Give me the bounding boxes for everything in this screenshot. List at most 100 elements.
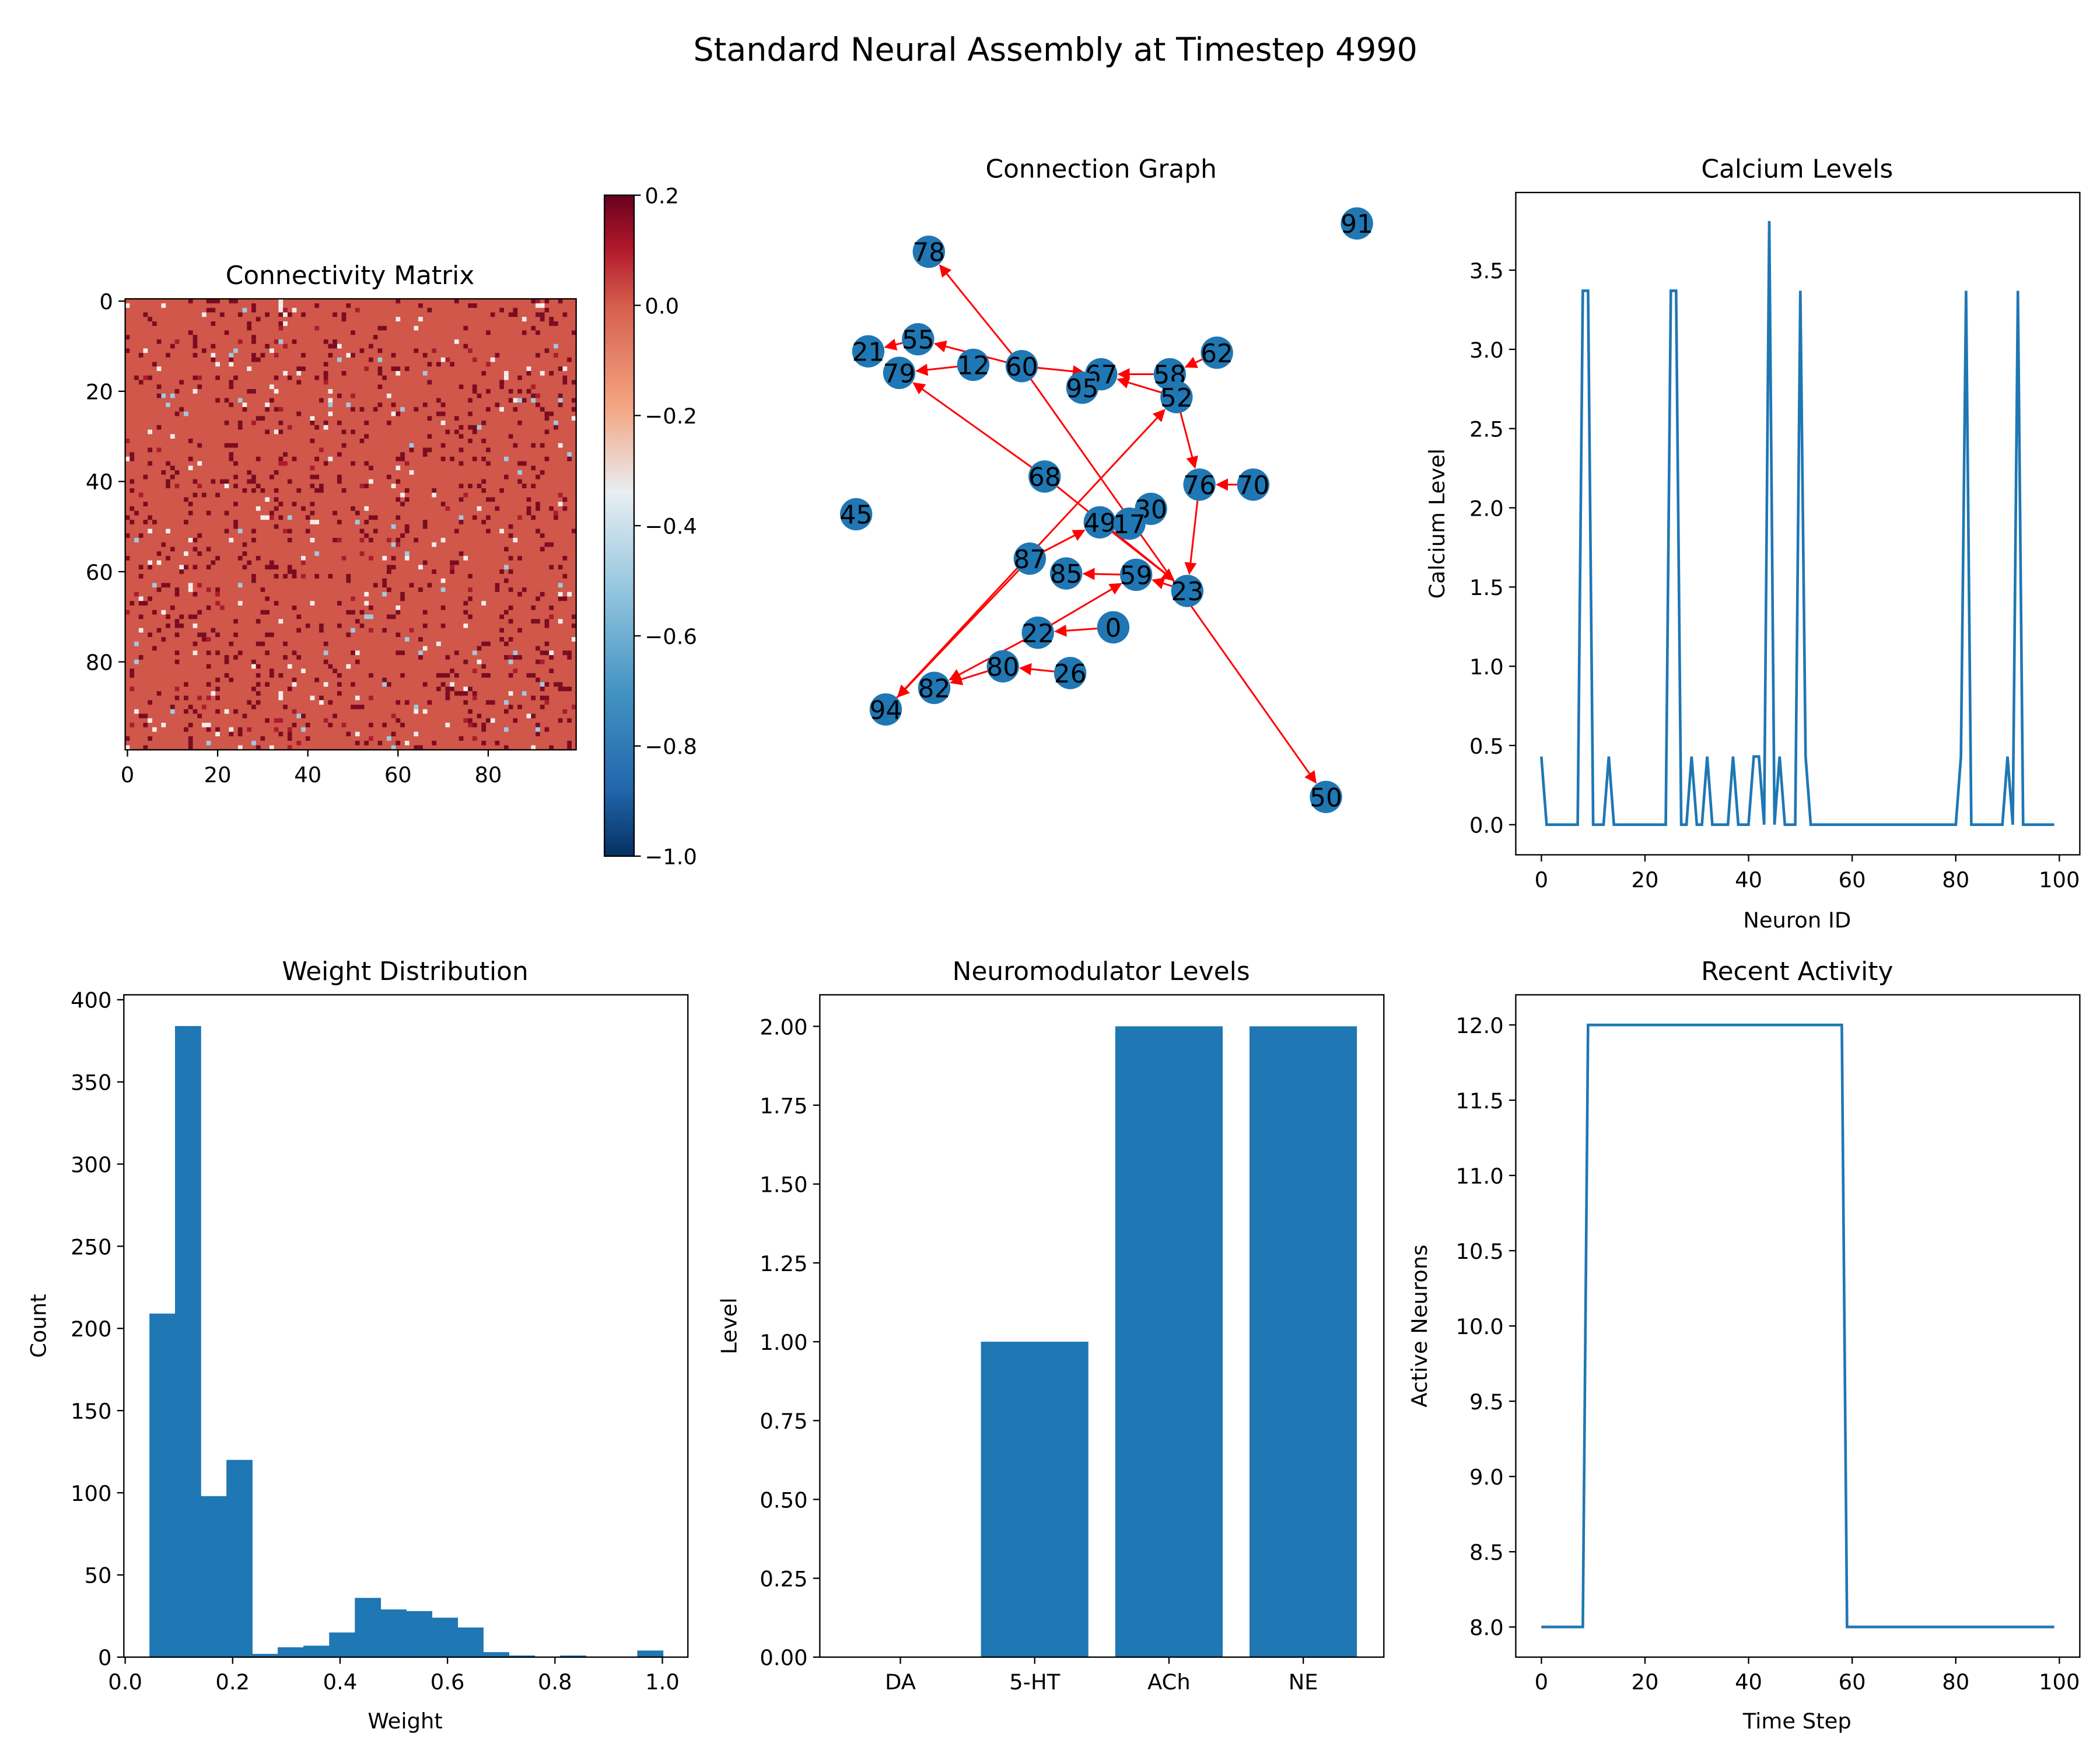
heatmap-cell	[432, 348, 437, 354]
heatmap-cell	[549, 668, 554, 673]
heatmap-cell	[188, 456, 193, 461]
heatmap-cell	[188, 587, 193, 592]
heatmap-cell	[540, 592, 545, 597]
heatmap-cell	[242, 542, 247, 547]
heatmap-cell	[174, 687, 180, 691]
colorbar-ticks: 0.2 0.0 −0.2 −0.4 −0.6 −0.8 −1.0	[634, 183, 697, 870]
heatmap-cell	[490, 718, 495, 723]
heatmap-cell	[440, 502, 446, 506]
heatmap-cell	[125, 335, 130, 340]
heatmap-cell	[274, 601, 279, 606]
heatmap-cell	[396, 740, 401, 746]
heatmap-cell	[422, 447, 428, 453]
heatmap-cell	[391, 411, 396, 416]
heatmap-cell	[328, 398, 333, 403]
heatmap-cell	[328, 573, 333, 579]
heatmap-cell	[323, 421, 328, 425]
heatmap-cell	[440, 587, 446, 592]
activity-xlabel: Time Step	[1742, 1709, 1852, 1734]
heatmap-cell	[369, 736, 373, 741]
heatmap-cell	[544, 641, 550, 646]
heatmap-cell	[192, 492, 198, 498]
heatmap-cell	[237, 425, 243, 430]
heatmap-cell	[265, 596, 270, 601]
heatmap-cell	[571, 380, 576, 385]
heatmap-cell	[549, 606, 554, 610]
heatmap-cell	[536, 723, 540, 727]
heatmap-cell	[130, 488, 135, 493]
calcium-title: Calcium Levels	[1701, 155, 1893, 184]
heatmap-cell	[256, 664, 261, 669]
heatmap-cell	[148, 718, 152, 723]
heatmap-cell	[296, 655, 302, 660]
heatmap-cell	[323, 362, 328, 367]
graph-edge-59-85	[1082, 568, 1121, 580]
heatmap-cell	[540, 659, 545, 664]
heatmap-cell	[314, 425, 320, 430]
heatmap-cell	[364, 614, 369, 620]
heatmap-cell	[274, 497, 279, 502]
heatmap-cell	[508, 555, 513, 561]
heatmap-cell	[477, 659, 482, 664]
heatmap-cell	[454, 416, 459, 421]
heatmap-cell	[265, 682, 270, 687]
heatmap-cell	[278, 429, 284, 435]
heatmap-cell	[237, 745, 243, 750]
heatmap-cell	[440, 606, 446, 610]
heatmap-cell	[382, 682, 387, 687]
heatmap-cell	[251, 479, 256, 484]
heatmap-cell	[540, 687, 545, 691]
heatmap-cell	[346, 402, 351, 407]
heatmap-cell	[161, 583, 166, 588]
heatmap-cell	[274, 524, 279, 529]
heatmap-cell	[391, 732, 396, 737]
graph-node-95	[1066, 371, 1099, 404]
heatmap-cell	[301, 560, 306, 565]
heatmap-cell	[391, 524, 396, 529]
heatmap-cell	[468, 303, 473, 308]
heatmap-cell	[513, 307, 518, 313]
heatmap-cell	[197, 484, 202, 488]
heatmap-cell	[328, 411, 333, 416]
heatmap-cell	[373, 515, 378, 520]
heatmap-cell	[531, 673, 536, 678]
heatmap-cell	[229, 362, 234, 367]
heatmap-cell	[486, 447, 491, 453]
graph-edge-60-50	[1030, 379, 1317, 784]
heatmap-cell	[554, 321, 558, 326]
heatmap-cell	[323, 425, 328, 430]
activity-ytick-label: 9.0	[1469, 1465, 1504, 1490]
heatmap-cell	[215, 398, 220, 403]
heatmap-cell	[337, 474, 342, 480]
heatmap-cell	[211, 353, 216, 358]
heatmap-cell	[536, 312, 540, 317]
heatmap-cell	[427, 362, 432, 367]
heatmap-cell	[138, 655, 144, 660]
heatmap-cell	[156, 587, 162, 592]
heatmap-cell	[224, 330, 229, 335]
graph-node-label-59: 59	[1120, 561, 1153, 591]
heatmap-cell	[355, 650, 360, 656]
heatmap-cell	[287, 569, 292, 574]
heatmap-cell	[377, 366, 383, 371]
heatmap-cell	[400, 456, 405, 461]
heatmap-cell	[558, 402, 563, 407]
heatmap-cell	[274, 727, 279, 732]
heatmap-cell	[233, 484, 238, 488]
activity-xtick-label: 80	[1942, 1670, 1969, 1695]
heatmap-cell	[567, 745, 572, 750]
graph-title: Connection Graph	[986, 155, 1217, 184]
heatmap-cell	[359, 551, 365, 556]
heatmap-cell	[283, 461, 288, 466]
heatmap-cell	[125, 745, 130, 750]
activity-frame	[1515, 994, 2081, 1658]
heatmap-cell	[296, 713, 302, 719]
heatmap-cell	[211, 299, 216, 304]
heatmap-cell	[188, 466, 193, 471]
heatmap-cell	[251, 357, 256, 362]
heatmap-cell	[314, 520, 320, 524]
heatmap-cell	[270, 398, 274, 403]
heatmap-cell	[251, 303, 256, 308]
heatmap-cell	[382, 555, 387, 561]
graph-node-91	[1340, 207, 1373, 240]
